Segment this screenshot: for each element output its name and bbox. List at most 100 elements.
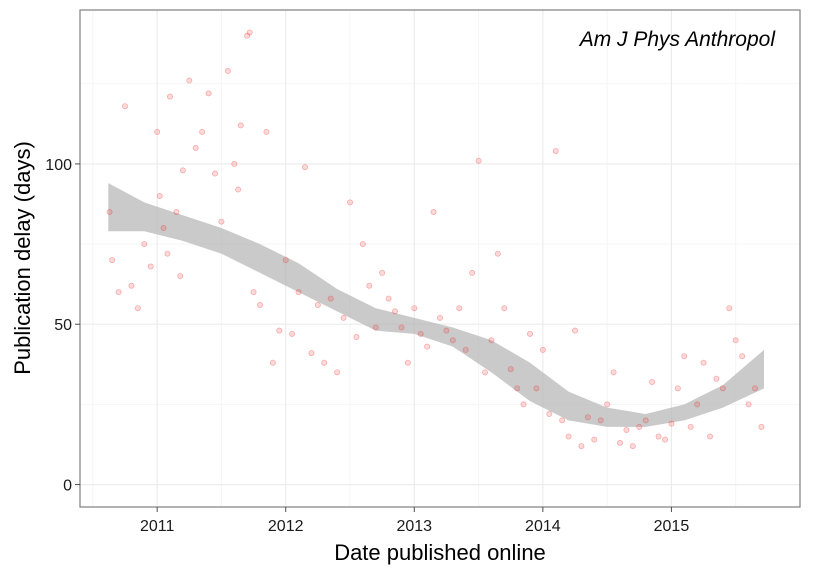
x-tick-label: 2015 (654, 518, 690, 535)
data-point (636, 423, 643, 430)
data-point (289, 330, 296, 337)
data-point (218, 218, 225, 225)
data-point (134, 305, 141, 312)
data-point (475, 157, 482, 164)
data-point (694, 401, 701, 408)
data-point (379, 269, 386, 276)
data-point (327, 295, 334, 302)
data-point (308, 350, 315, 357)
data-point (156, 192, 163, 199)
data-point (758, 423, 765, 430)
data-point (424, 343, 431, 350)
data-point (745, 401, 752, 408)
data-point (334, 369, 341, 376)
data-point (739, 353, 746, 360)
data-point (623, 427, 630, 434)
data-point (115, 289, 122, 296)
data-point (642, 417, 649, 424)
data-point (366, 282, 373, 289)
data-point (321, 359, 328, 366)
data-point (122, 103, 129, 110)
chart-title: Am J Phys Anthropol (578, 28, 777, 51)
data-point (527, 330, 534, 337)
data-point (353, 334, 360, 341)
data-point (552, 148, 559, 155)
data-point (655, 433, 662, 440)
panel-background (80, 10, 800, 507)
data-point (164, 250, 171, 257)
data-point (597, 417, 604, 424)
x-tick-label: 2012 (268, 518, 304, 535)
data-point (263, 128, 270, 135)
data-point (514, 385, 521, 392)
data-point (700, 359, 707, 366)
data-point (372, 324, 379, 331)
data-point (469, 269, 476, 276)
data-point (166, 93, 173, 100)
data-point (385, 295, 392, 302)
data-point (106, 209, 113, 216)
data-point (681, 353, 688, 360)
data-point (752, 385, 759, 392)
data-point (674, 385, 681, 392)
data-point (128, 282, 135, 289)
data-point (546, 411, 553, 418)
data-point (256, 301, 263, 308)
y-tick-label: 0 (63, 478, 72, 495)
data-point (662, 436, 669, 443)
data-point (246, 29, 253, 36)
data-point (179, 167, 186, 174)
data-point (617, 439, 624, 446)
y-tick-label: 100 (45, 157, 72, 174)
data-point (359, 241, 366, 248)
data-point (436, 314, 443, 321)
data-point (346, 199, 353, 206)
data-point (177, 273, 184, 280)
data-point (237, 122, 244, 129)
data-point (572, 327, 579, 334)
data-point (559, 417, 566, 424)
data-point (443, 327, 450, 334)
data-point (578, 443, 585, 450)
major-grid (80, 10, 800, 507)
data-point (340, 314, 347, 321)
minor-grid (80, 10, 800, 507)
data-point (147, 263, 154, 270)
data-point (231, 160, 238, 167)
data-point (430, 209, 437, 216)
data-point (235, 186, 242, 193)
data-point (417, 330, 424, 337)
data-point (732, 337, 739, 344)
data-point (276, 327, 283, 334)
data-point (584, 414, 591, 421)
data-point (610, 369, 617, 376)
data-point (539, 346, 546, 353)
data-point (726, 305, 733, 312)
data-point (668, 420, 675, 427)
data-point (533, 385, 540, 392)
data-point (211, 170, 218, 177)
data-point (411, 305, 418, 312)
data-point (398, 324, 405, 331)
data-point (269, 359, 276, 366)
data-point (282, 257, 289, 264)
data-point (160, 225, 167, 232)
data-point (494, 250, 501, 257)
data-point (192, 144, 199, 151)
y-tick-label: 50 (54, 317, 72, 334)
data-point (591, 436, 598, 443)
x-tick-label: 2014 (525, 518, 561, 535)
y-axis-title: Publication delay (days) (10, 141, 35, 375)
y-axis: 0 50 100 (45, 157, 80, 495)
data-point (205, 90, 212, 97)
x-tick-label: 2013 (396, 518, 432, 535)
data-point (456, 305, 463, 312)
data-point (604, 401, 611, 408)
data-point (314, 301, 321, 308)
data-point (501, 305, 508, 312)
data-point (565, 433, 572, 440)
data-point (629, 443, 636, 450)
data-point (719, 385, 726, 392)
panel-border (79, 9, 801, 508)
